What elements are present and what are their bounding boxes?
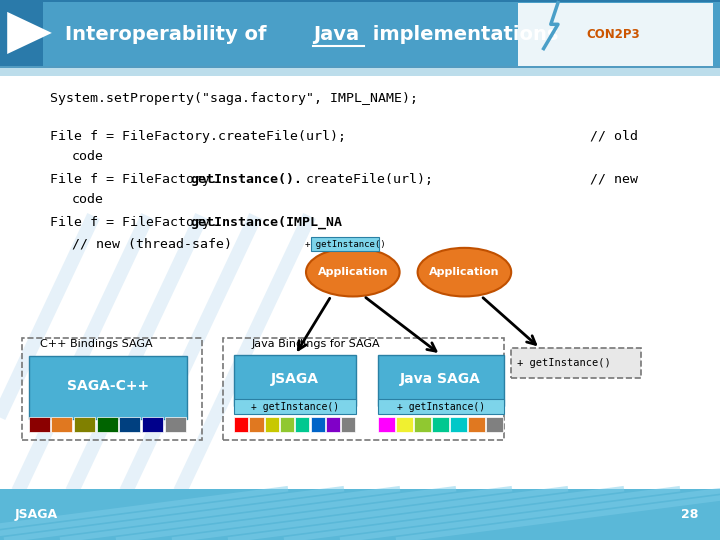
FancyBboxPatch shape	[29, 356, 187, 418]
Text: 28: 28	[681, 508, 698, 521]
Text: getInstance().: getInstance().	[191, 173, 303, 186]
FancyBboxPatch shape	[378, 399, 504, 414]
Text: Application: Application	[318, 267, 388, 277]
FancyBboxPatch shape	[0, 66, 720, 76]
FancyBboxPatch shape	[432, 417, 449, 432]
Text: code: code	[72, 150, 104, 163]
FancyBboxPatch shape	[0, 65, 720, 491]
Ellipse shape	[418, 248, 511, 296]
Text: File f = FileFactory.createFile(url);: File f = FileFactory.createFile(url);	[50, 130, 346, 143]
Text: code: code	[72, 193, 104, 206]
FancyBboxPatch shape	[0, 0, 720, 68]
FancyBboxPatch shape	[486, 417, 503, 432]
FancyBboxPatch shape	[341, 417, 356, 432]
FancyBboxPatch shape	[234, 355, 356, 406]
Text: File f = FileFactory.: File f = FileFactory.	[50, 173, 218, 186]
Text: Java: Java	[313, 24, 359, 44]
Text: + getInstance(): + getInstance()	[517, 359, 611, 368]
Text: getInstance(IMPL_NA: getInstance(IMPL_NA	[191, 216, 343, 229]
Text: SAGA-C++: SAGA-C++	[67, 379, 149, 393]
Text: JSAGA: JSAGA	[14, 508, 58, 521]
FancyBboxPatch shape	[378, 355, 504, 406]
FancyBboxPatch shape	[396, 417, 413, 432]
FancyBboxPatch shape	[43, 2, 720, 66]
Text: C++ Bindings SAGA: C++ Bindings SAGA	[40, 339, 152, 349]
Text: Java SAGA: Java SAGA	[400, 372, 481, 386]
Text: + getInstance(): + getInstance()	[305, 240, 385, 248]
FancyBboxPatch shape	[165, 417, 186, 432]
Text: JSAGA: JSAGA	[271, 372, 319, 386]
Polygon shape	[7, 12, 52, 54]
Text: + getInstance(): + getInstance()	[397, 402, 485, 411]
Text: File f = FileFactory.: File f = FileFactory.	[50, 216, 218, 229]
FancyBboxPatch shape	[295, 417, 310, 432]
FancyBboxPatch shape	[234, 417, 248, 432]
FancyBboxPatch shape	[0, 489, 720, 540]
Text: Interoperability of: Interoperability of	[65, 24, 273, 44]
FancyBboxPatch shape	[234, 399, 356, 414]
FancyBboxPatch shape	[280, 417, 294, 432]
Text: Application: Application	[429, 267, 500, 277]
Text: implementations: implementations	[366, 24, 558, 44]
FancyBboxPatch shape	[311, 237, 379, 251]
Text: Java Bindings for SAGA: Java Bindings for SAGA	[252, 339, 381, 349]
FancyBboxPatch shape	[74, 417, 95, 432]
FancyBboxPatch shape	[378, 417, 395, 432]
Ellipse shape	[306, 248, 400, 296]
FancyBboxPatch shape	[511, 348, 641, 378]
FancyBboxPatch shape	[518, 3, 713, 66]
Text: // new: // new	[590, 173, 639, 186]
FancyBboxPatch shape	[120, 417, 140, 432]
Text: CON2P3: CON2P3	[587, 28, 640, 40]
FancyBboxPatch shape	[414, 417, 431, 432]
Text: // new (thread-safe): // new (thread-safe)	[72, 238, 232, 251]
FancyBboxPatch shape	[96, 417, 118, 432]
FancyBboxPatch shape	[265, 417, 279, 432]
Text: System.setProperty("saga.factory", IMPL_NAME);: System.setProperty("saga.factory", IMPL_…	[50, 92, 418, 105]
FancyBboxPatch shape	[450, 417, 467, 432]
FancyBboxPatch shape	[325, 417, 340, 432]
FancyBboxPatch shape	[29, 417, 50, 432]
FancyBboxPatch shape	[310, 417, 325, 432]
FancyBboxPatch shape	[249, 417, 264, 432]
FancyBboxPatch shape	[468, 417, 485, 432]
FancyBboxPatch shape	[142, 417, 163, 432]
Text: createFile(url);: createFile(url);	[306, 173, 434, 186]
Text: + getInstance(): + getInstance()	[251, 402, 339, 411]
Text: // old: // old	[590, 130, 639, 143]
FancyBboxPatch shape	[51, 417, 73, 432]
